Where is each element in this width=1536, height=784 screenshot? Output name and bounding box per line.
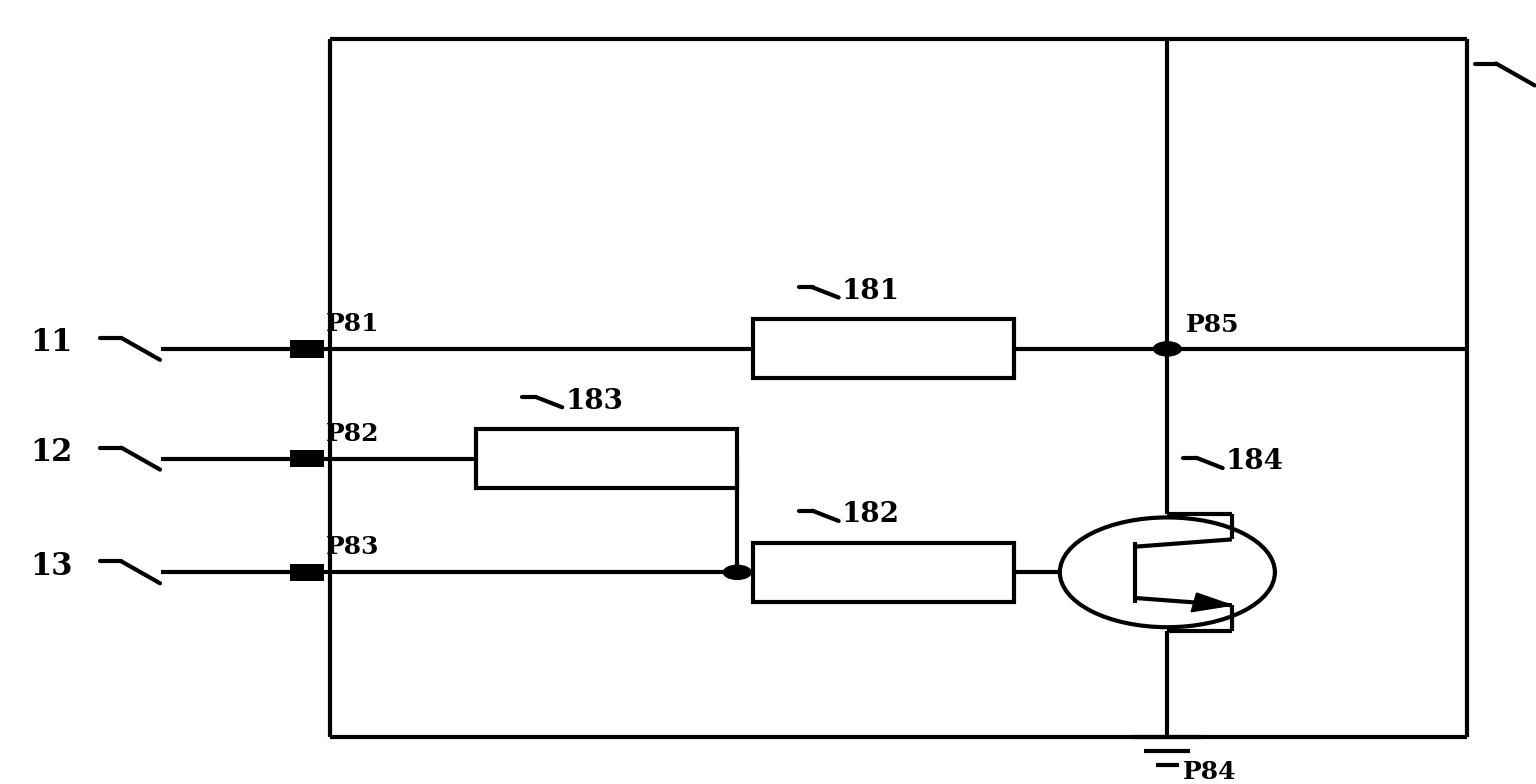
Bar [290,450,324,467]
Text: 11: 11 [31,327,74,358]
Text: 184: 184 [1226,448,1284,475]
Text: 12: 12 [31,437,74,468]
Text: P83: P83 [326,535,379,559]
Text: P82: P82 [326,422,379,445]
Text: 13: 13 [31,550,74,582]
Circle shape [1154,342,1181,356]
Text: P84: P84 [1183,760,1236,784]
Circle shape [723,565,751,579]
Text: 182: 182 [842,501,900,528]
Bar [290,340,324,358]
Bar [753,320,1014,379]
Text: 183: 183 [565,387,624,415]
Bar [290,564,324,581]
Text: P81: P81 [326,312,379,336]
Bar [753,543,1014,602]
Bar [476,430,737,488]
Polygon shape [1192,593,1232,612]
Text: 181: 181 [842,278,900,305]
Text: P85: P85 [1186,314,1240,337]
